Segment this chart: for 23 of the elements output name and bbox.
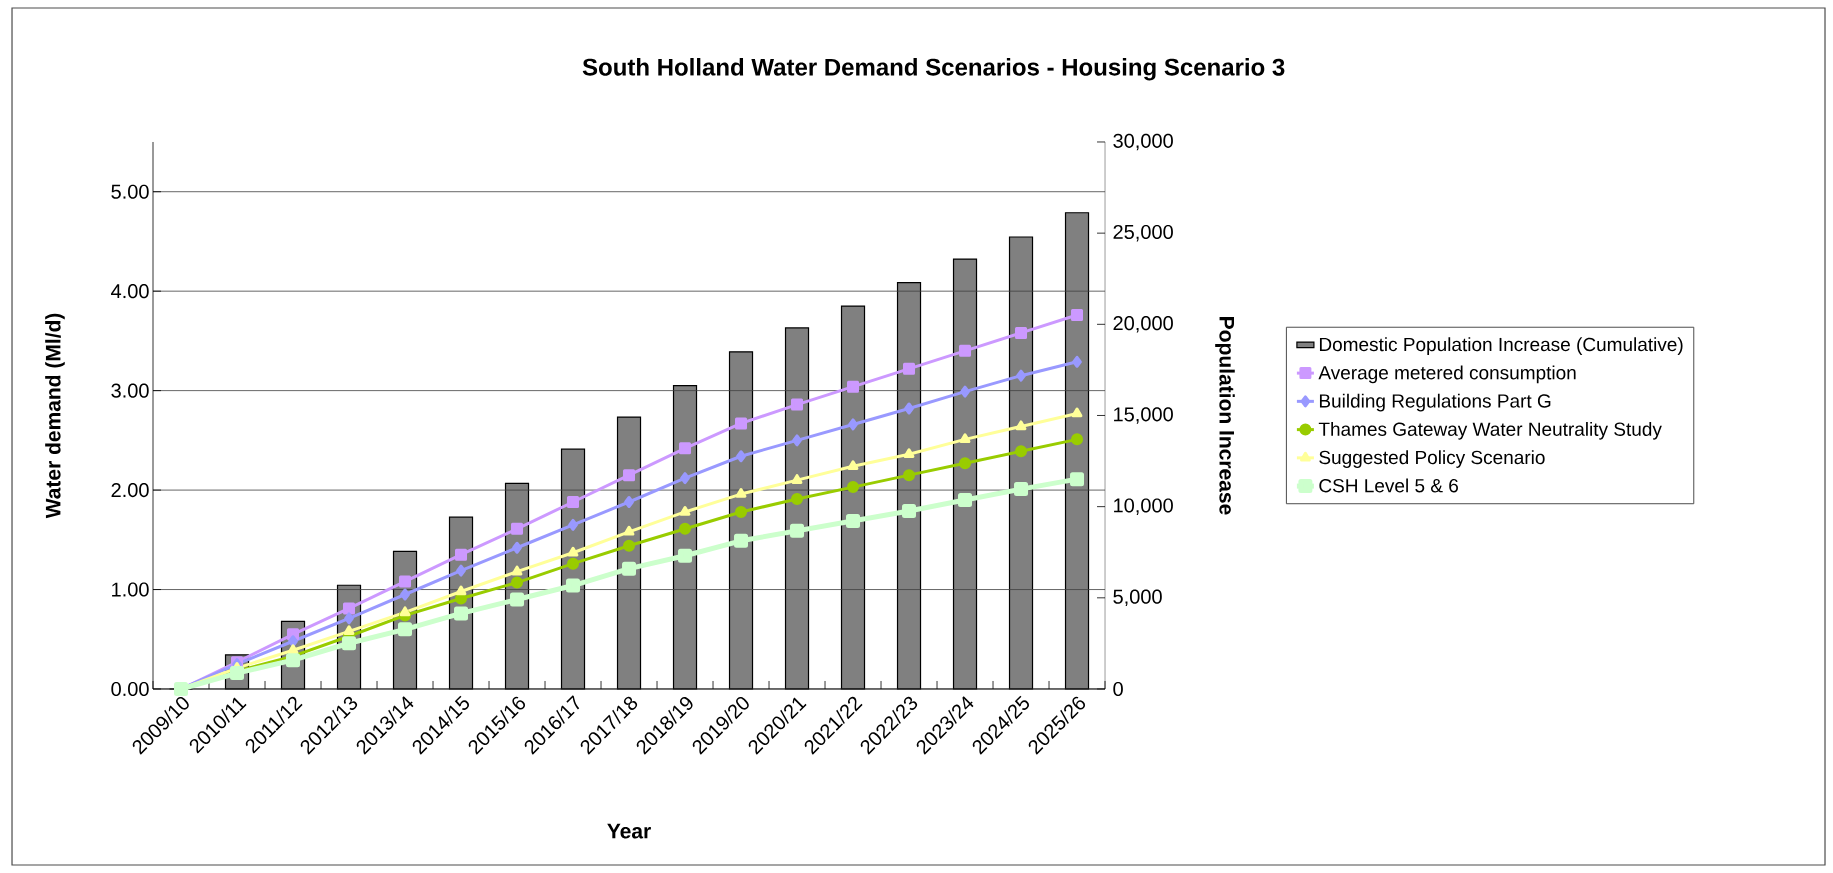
legend-label: Building Regulations Part G [1319,393,1551,412]
y2-tick-label: 15,000 [1114,407,1173,424]
legend-label: Thames Gateway Water Neutrality Study [1318,421,1662,440]
y-tick-label: 3.00 [111,383,149,398]
legend-label: Domestic Population Increase (Cumulative) [1319,337,1683,355]
legend-label: CSH Level 5 & 6 [1319,478,1458,493]
y-tick-label: 5.00 [111,184,149,199]
y2-tick-label: 30,000 [1113,133,1173,151]
y-tick-label: 1.00 [112,582,149,597]
legend-label: Suggested Policy Scenario [1319,450,1545,468]
legend-label: Average metered consumption [1318,365,1576,384]
x-axis-title: Year [607,823,651,839]
y2-tick-label: 25,000 [1113,224,1173,242]
y2-axis-title: Population Increase [1215,317,1235,515]
y2-tick-label: 20,000 [1113,316,1173,333]
y2-tick-label: 5,000 [1113,589,1162,607]
y-tick-label: 0.00 [111,681,149,697]
y-axis-title: Water demand (Ml/d) [45,313,65,519]
y-tick-label: 2.00 [111,482,149,498]
y2-tick-label: 10,000 [1114,498,1173,515]
y-tick-label: 4.00 [111,284,149,299]
y2-tick-label: 0 [1113,681,1123,697]
chart-title: South Holland Water Demand Scenarios - Housing Scenario 3 [582,58,1285,81]
